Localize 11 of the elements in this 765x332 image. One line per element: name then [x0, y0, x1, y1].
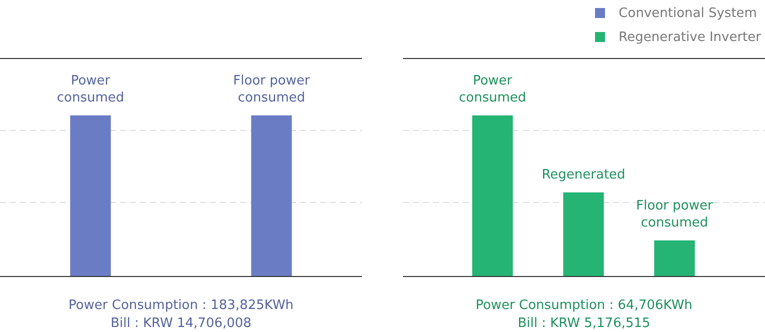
x-tick-label: Power consumed — [458, 74, 526, 106]
x-tick-label: Regenerated — [542, 168, 626, 183]
x-tick-label: Floor power consumed — [636, 198, 714, 231]
x-tick-label: Floor power consumed — [233, 74, 310, 106]
legend-label: Regenerative Inverter — [618, 30, 761, 44]
x-tick-label: Power consumed — [56, 74, 124, 106]
text: Bill : KRW 14,706,008 — [110, 316, 252, 331]
legend-label: Conventional System — [618, 6, 757, 20]
text: Power Consumption : 64,706KWh — [476, 298, 692, 313]
text: Power Consumption : 183,825KWh — [68, 298, 294, 313]
text: Bill : KRW 5,176,515 — [518, 316, 650, 331]
